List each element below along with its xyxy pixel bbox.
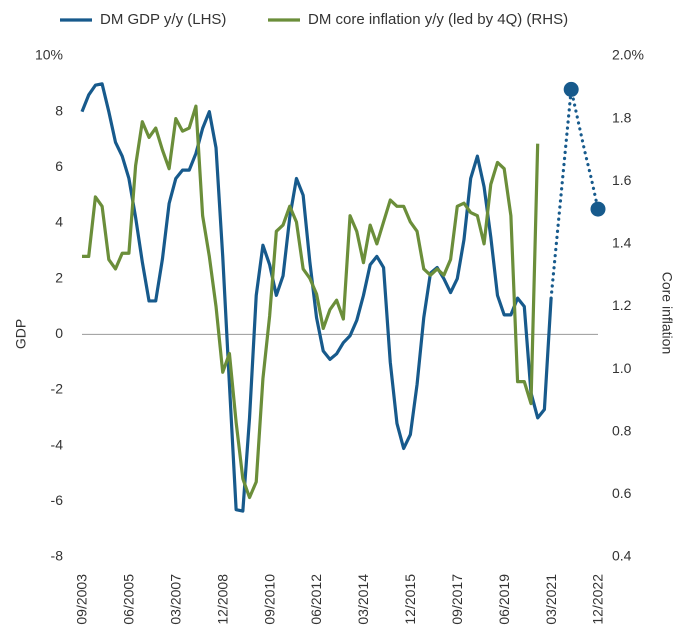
y-axis-label: GDP (13, 319, 29, 349)
y-tick-label: 8 (55, 102, 63, 118)
x-tick-label: 09/2017 (449, 574, 465, 625)
x-tick-label: 09/2010 (261, 574, 277, 625)
x-tick-label: 06/2005 (121, 574, 137, 625)
y-tick-label: -6 (51, 492, 64, 508)
y2-tick-label: 2.0% (612, 47, 644, 63)
series-line (80, 82, 553, 513)
x-tick-label: 12/2022 (590, 574, 606, 625)
y2-tick-label: 1.6 (612, 172, 632, 188)
legend-label: DM GDP y/y (LHS) (100, 11, 226, 28)
forecast-marker (590, 201, 606, 217)
y-tick-label: 0 (55, 325, 63, 341)
legend-label: DM core inflation y/y (led by 4Q) (RHS) (308, 11, 568, 28)
y2-tick-label: 1.0 (612, 360, 632, 376)
x-tick-label: 09/2003 (74, 574, 90, 625)
x-tick-label: 12/2015 (402, 574, 418, 625)
y2-tick-label: 0.6 (612, 485, 632, 501)
y-tick-label: -4 (51, 436, 64, 452)
x-tick-label: 03/2021 (543, 574, 559, 625)
y2-tick-label: 0.8 (612, 422, 632, 438)
y-tick-label: -2 (51, 381, 64, 397)
forecast-line (549, 87, 600, 300)
x-tick-label: 12/2008 (214, 574, 230, 625)
x-tick-label: 03/2014 (355, 574, 371, 625)
y2-axis-label: Core inflation (659, 272, 675, 355)
y2-tick-label: 1.4 (612, 235, 632, 251)
y2-tick-label: 1.2 (612, 297, 632, 313)
forecast-marker (563, 81, 579, 97)
y-tick-label: 6 (55, 158, 63, 174)
y2-tick-label: 0.4 (612, 548, 632, 564)
x-tick-label: 06/2019 (496, 574, 512, 625)
y-tick-label: -8 (51, 548, 64, 564)
x-tick-label: 06/2012 (308, 574, 324, 625)
y-tick-label: 2 (55, 269, 63, 285)
series-line (82, 104, 540, 500)
y-tick-label: 10% (35, 47, 63, 63)
y2-tick-label: 1.8 (612, 109, 632, 125)
y-tick-label: 4 (55, 214, 63, 230)
x-tick-label: 03/2007 (168, 574, 184, 625)
